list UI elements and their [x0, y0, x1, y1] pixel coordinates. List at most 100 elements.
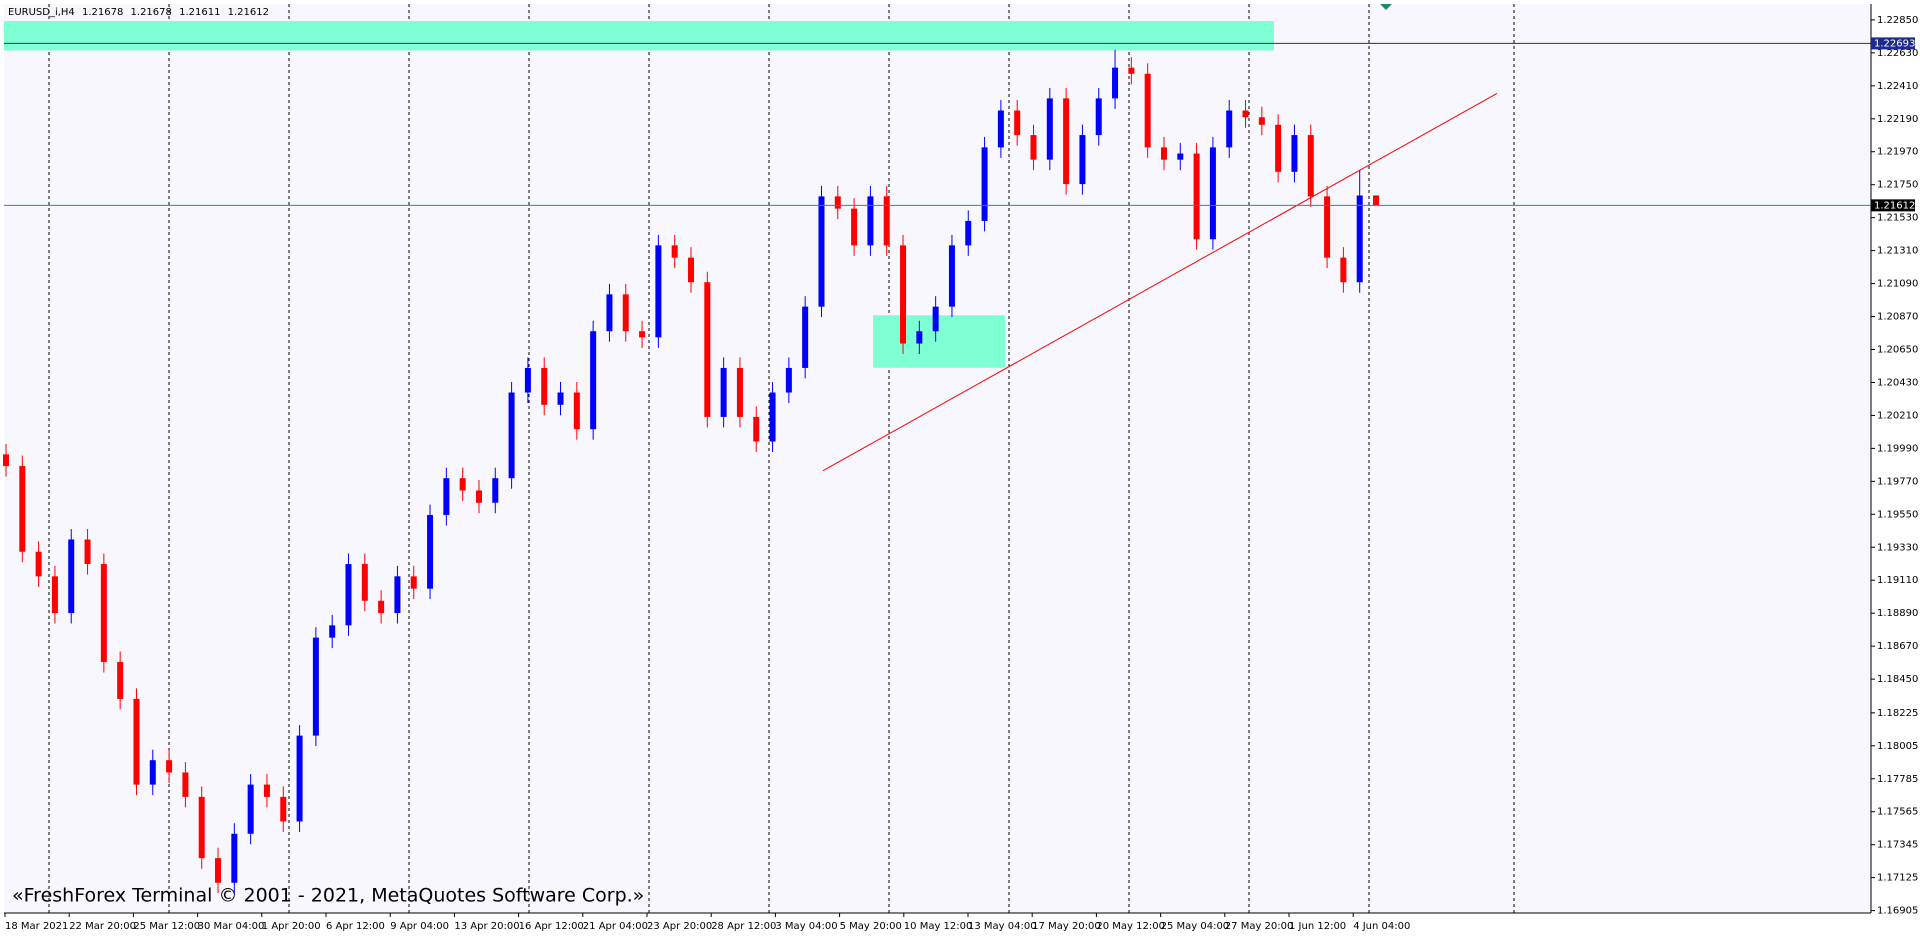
chart-header: EURUSD_i,H4 1.21678 1.21678 1.21611 1.21…: [8, 7, 269, 18]
candle-body: [1014, 110, 1021, 136]
candle-body: [378, 600, 385, 614]
candle-body: [1112, 67, 1119, 99]
candle-body: [329, 625, 336, 638]
y-tick-label: 1.21310: [1877, 246, 1918, 257]
copyright: «FreshForex Terminal © 2001 - 2021, Meta…: [12, 885, 644, 907]
candle-body: [68, 539, 75, 614]
candle-body: [410, 576, 417, 589]
x-tick-label: 13 Apr 20:00: [454, 921, 519, 932]
candle-body: [1095, 98, 1102, 136]
candle-body: [736, 367, 743, 417]
candle-body: [818, 196, 825, 307]
candle-body: [1209, 147, 1216, 240]
candle-body: [948, 245, 955, 307]
header-high: 1.21678: [131, 7, 172, 18]
y-tick-label: 1.19990: [1877, 443, 1918, 454]
candle-body: [785, 367, 792, 393]
x-tick-label: 27 May 20:00: [1225, 921, 1294, 932]
candle-body: [1226, 110, 1233, 148]
symbol: EURUSD_i,H4: [8, 7, 75, 18]
x-tick-label: 21 Apr 04:00: [583, 921, 648, 932]
candle-body: [1307, 135, 1314, 197]
candle-body: [753, 416, 760, 442]
candle-body: [1242, 110, 1249, 118]
y-tick-label: 1.19550: [1877, 509, 1918, 520]
candles: [3, 49, 1379, 894]
candle-body: [1079, 135, 1086, 185]
candle-body: [215, 858, 222, 883]
y-tick-label: 1.19330: [1877, 542, 1918, 553]
candle-body: [1160, 147, 1167, 160]
candle-body: [166, 760, 173, 773]
candle-body: [720, 367, 727, 417]
plot-area: [4, 4, 1871, 913]
candle-body: [84, 539, 91, 565]
back-layer: [4, 4, 1515, 913]
candle-body: [1340, 257, 1347, 283]
candle-body: [345, 564, 352, 626]
y-tick-label: 1.18005: [1877, 741, 1918, 752]
candle-body: [573, 392, 580, 430]
candle-body: [492, 478, 499, 503]
x-tick-label: 18 Mar 2021: [5, 921, 68, 932]
y-tick-label: 1.20650: [1877, 345, 1918, 356]
candle-body: [1193, 153, 1200, 240]
front-layer: [4, 42, 1871, 472]
shift-marker: [1380, 4, 1392, 10]
candle-body: [508, 392, 515, 479]
y-tick-label: 1.20870: [1877, 312, 1918, 323]
candle-body: [459, 478, 466, 491]
candle-body: [606, 294, 613, 332]
candle-body: [688, 257, 694, 283]
candle-body: [1324, 196, 1331, 258]
candle-body: [1258, 117, 1265, 125]
price-line-label: 1.22693: [1874, 38, 1915, 49]
y-tick-label: 1.18670: [1877, 641, 1918, 652]
y-tick-label: 1.19110: [1877, 575, 1918, 586]
x-tick-label: 1 Jun 12:00: [1289, 921, 1346, 932]
candle-body: [1128, 67, 1135, 74]
candle-body: [51, 576, 58, 614]
trendline: [822, 93, 1498, 472]
y-tick-label: 1.22630: [1877, 48, 1918, 59]
y-tick-label: 1.22850: [1877, 15, 1918, 26]
candle-body: [671, 245, 678, 258]
x-tick-label: 5 May 20:00: [840, 921, 902, 932]
candle-body: [541, 367, 548, 405]
candle-body: [296, 735, 303, 822]
candle-body: [834, 196, 841, 209]
candle-body: [312, 637, 319, 736]
candle-body: [997, 110, 1004, 148]
candle-body: [932, 306, 939, 332]
candle-body: [851, 208, 858, 246]
candle-body: [35, 551, 42, 577]
candle-body: [965, 220, 972, 246]
candle-body: [1291, 135, 1298, 172]
candle-body: [198, 796, 205, 859]
header-low: 1.21611: [179, 7, 220, 18]
candle-body: [100, 564, 107, 663]
y-tick-label: 1.17345: [1877, 840, 1918, 851]
bid-label-bg: [1871, 199, 1915, 212]
candle-body: [524, 367, 531, 393]
x-tick-label: 23 Apr 20:00: [647, 921, 712, 932]
y-tick-label: 1.17565: [1877, 807, 1918, 818]
zone: [873, 315, 1005, 368]
y-tick-label: 1.19770: [1877, 476, 1918, 487]
candle-body: [475, 490, 482, 503]
candle-body: [900, 245, 907, 344]
candle-body: [1373, 195, 1379, 206]
candle-body: [1356, 195, 1363, 283]
x-tick-label: 17 May 20:00: [1032, 921, 1101, 932]
y-tick-label: 1.17125: [1877, 873, 1918, 884]
y-tick-label: 1.18450: [1877, 674, 1918, 685]
y-tick-label: 1.21970: [1877, 147, 1918, 158]
x-tick-label: 6 Apr 12:00: [326, 921, 385, 932]
x-tick-label: 16 Apr 12:00: [519, 921, 584, 932]
x-tick-label: 20 May 12:00: [1096, 921, 1165, 932]
candle-body: [1144, 73, 1151, 148]
header-close: 1.21612: [228, 7, 269, 18]
candle-body: [1177, 153, 1184, 160]
x-tick-label: 22 Mar 20:00: [69, 921, 136, 932]
